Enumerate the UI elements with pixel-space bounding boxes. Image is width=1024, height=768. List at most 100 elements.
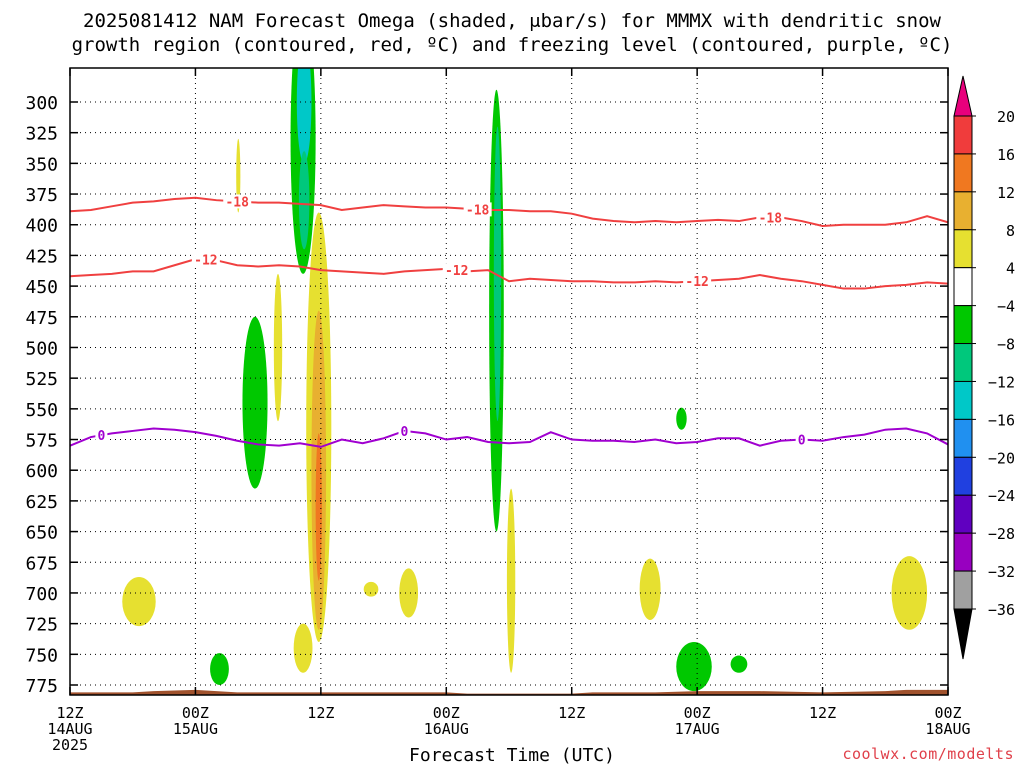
colorbar-box (953, 570, 973, 610)
y-tick-label: 625 (25, 492, 58, 513)
contour-label: 0 (401, 425, 409, 440)
colorbar-label: 12 (997, 184, 1015, 202)
colorbar-box (953, 191, 973, 231)
colorbar-label: −24 (988, 487, 1015, 505)
colorbar-label: 8 (1006, 222, 1015, 240)
y-tick-label: 500 (25, 338, 58, 359)
x-tick-label: 12Z (56, 704, 83, 722)
contour-line-2 (70, 427, 948, 448)
omega-region-9 (210, 653, 229, 685)
omega-region-8 (730, 655, 748, 673)
plot-frame (69, 67, 949, 696)
y-tick-label: 650 (25, 523, 58, 544)
omega-region-17 (122, 576, 156, 627)
x-tick-label: 00Z (684, 704, 711, 722)
colorbar-label: −8 (997, 336, 1015, 354)
colorbar-label: −4 (997, 298, 1015, 316)
colorbar-box (953, 305, 973, 345)
omega-region-2 (298, 151, 310, 250)
y-tick-label: 775 (25, 676, 58, 697)
contour-label-bg (463, 202, 492, 217)
colorbar-box (953, 343, 973, 382)
y-tick-label: 700 (25, 584, 58, 605)
contour-label-bg (442, 263, 471, 278)
y-tick-label: 525 (25, 369, 58, 390)
colorbar-label: −20 (988, 449, 1015, 467)
y-tick-label: 475 (25, 308, 58, 329)
x-tick-label: 12Z (558, 704, 585, 722)
colorbar-box (953, 456, 973, 496)
contour-label: -18 (466, 203, 490, 218)
colorbar-box (953, 418, 973, 458)
omega-region-19 (399, 568, 419, 618)
plot-area: -18 -18 -18 -12 -12 -12 0 0 0 (70, 68, 948, 695)
colorbar-box (953, 153, 973, 193)
chart-title-line-1: 2025081412 NAM Forecast Omega (shaded, μ… (83, 10, 941, 32)
colorbar-label: 16 (997, 146, 1015, 164)
omega-region-15 (293, 623, 313, 673)
contour-label-bg (795, 432, 808, 447)
omega-region-16 (506, 488, 516, 673)
x-tick-label: 14AUG (47, 720, 92, 738)
contour-label: -18 (759, 211, 783, 226)
y-tick-label: 675 (25, 553, 58, 574)
x-tick-label: 12Z (809, 704, 836, 722)
y-tick-label: 725 (25, 615, 58, 636)
contour-label: -12 (685, 275, 708, 290)
y-tick-label: 325 (25, 124, 58, 145)
y-tick-label: 425 (25, 246, 58, 267)
omega-region-7 (676, 642, 712, 692)
omega-region-10 (236, 138, 241, 213)
omega-region-18 (363, 581, 379, 597)
contour-label-bg (223, 194, 252, 209)
y-tick-label: 375 (25, 185, 58, 206)
colorbar-box (953, 115, 973, 155)
contour-label: -18 (225, 195, 249, 210)
contour-label-bg (683, 274, 712, 289)
credit-link[interactable]: coolwx.com/modelts (842, 745, 1014, 763)
contour-label: 0 (97, 429, 105, 444)
contour-label-bg (191, 252, 220, 267)
x-tick-label: 2025 (52, 736, 88, 754)
contour-label-bg (398, 423, 411, 438)
colorbar-box (953, 267, 973, 307)
x-tick-label: 00Z (182, 704, 209, 722)
colorbar-box (953, 532, 973, 572)
y-tick-label: 600 (25, 461, 58, 482)
x-tick-label: 18AUG (925, 720, 970, 738)
contour-label: 0 (798, 434, 806, 449)
y-tick-label: 750 (25, 645, 58, 666)
contour-label-bg (95, 428, 108, 443)
chart-title-line-2: growth region (contoured, red, ºC) and f… (71, 34, 953, 56)
omega-region-21 (891, 556, 928, 630)
x-tick-label: 16AUG (424, 720, 469, 738)
terrain-surface (70, 689, 948, 695)
x-tick-label: 15AUG (173, 720, 218, 738)
contour-line-0 (70, 196, 948, 227)
y-tick-label: 550 (25, 400, 58, 421)
omega-region-6 (676, 407, 687, 430)
colorbar-bottom-arrow (953, 608, 973, 660)
x-axis-label: Forecast Time (UTC) (409, 745, 615, 766)
x-tick-label: 00Z (934, 704, 961, 722)
x-tick-label: 00Z (433, 704, 460, 722)
omega-region-5 (242, 316, 268, 489)
colorbar-label: −16 (988, 411, 1015, 429)
y-tick-label: 300 (25, 93, 58, 114)
colorbar-label: −12 (988, 373, 1015, 391)
contour-label: -12 (445, 264, 468, 279)
colorbar-label: −28 (988, 525, 1015, 543)
x-tick-label: 12Z (307, 704, 334, 722)
colorbar-label: −36 (988, 601, 1015, 619)
y-tick-label: 575 (25, 431, 58, 452)
colorbar-label: −32 (988, 563, 1015, 581)
contour-label-bg (756, 210, 785, 225)
x-tick-label: 17AUG (675, 720, 720, 738)
colorbar-top-arrow (953, 75, 973, 117)
colorbar-box (953, 494, 973, 534)
colorbar-box (953, 229, 973, 269)
colorbar-box (953, 380, 973, 420)
y-tick-label: 350 (25, 154, 58, 175)
